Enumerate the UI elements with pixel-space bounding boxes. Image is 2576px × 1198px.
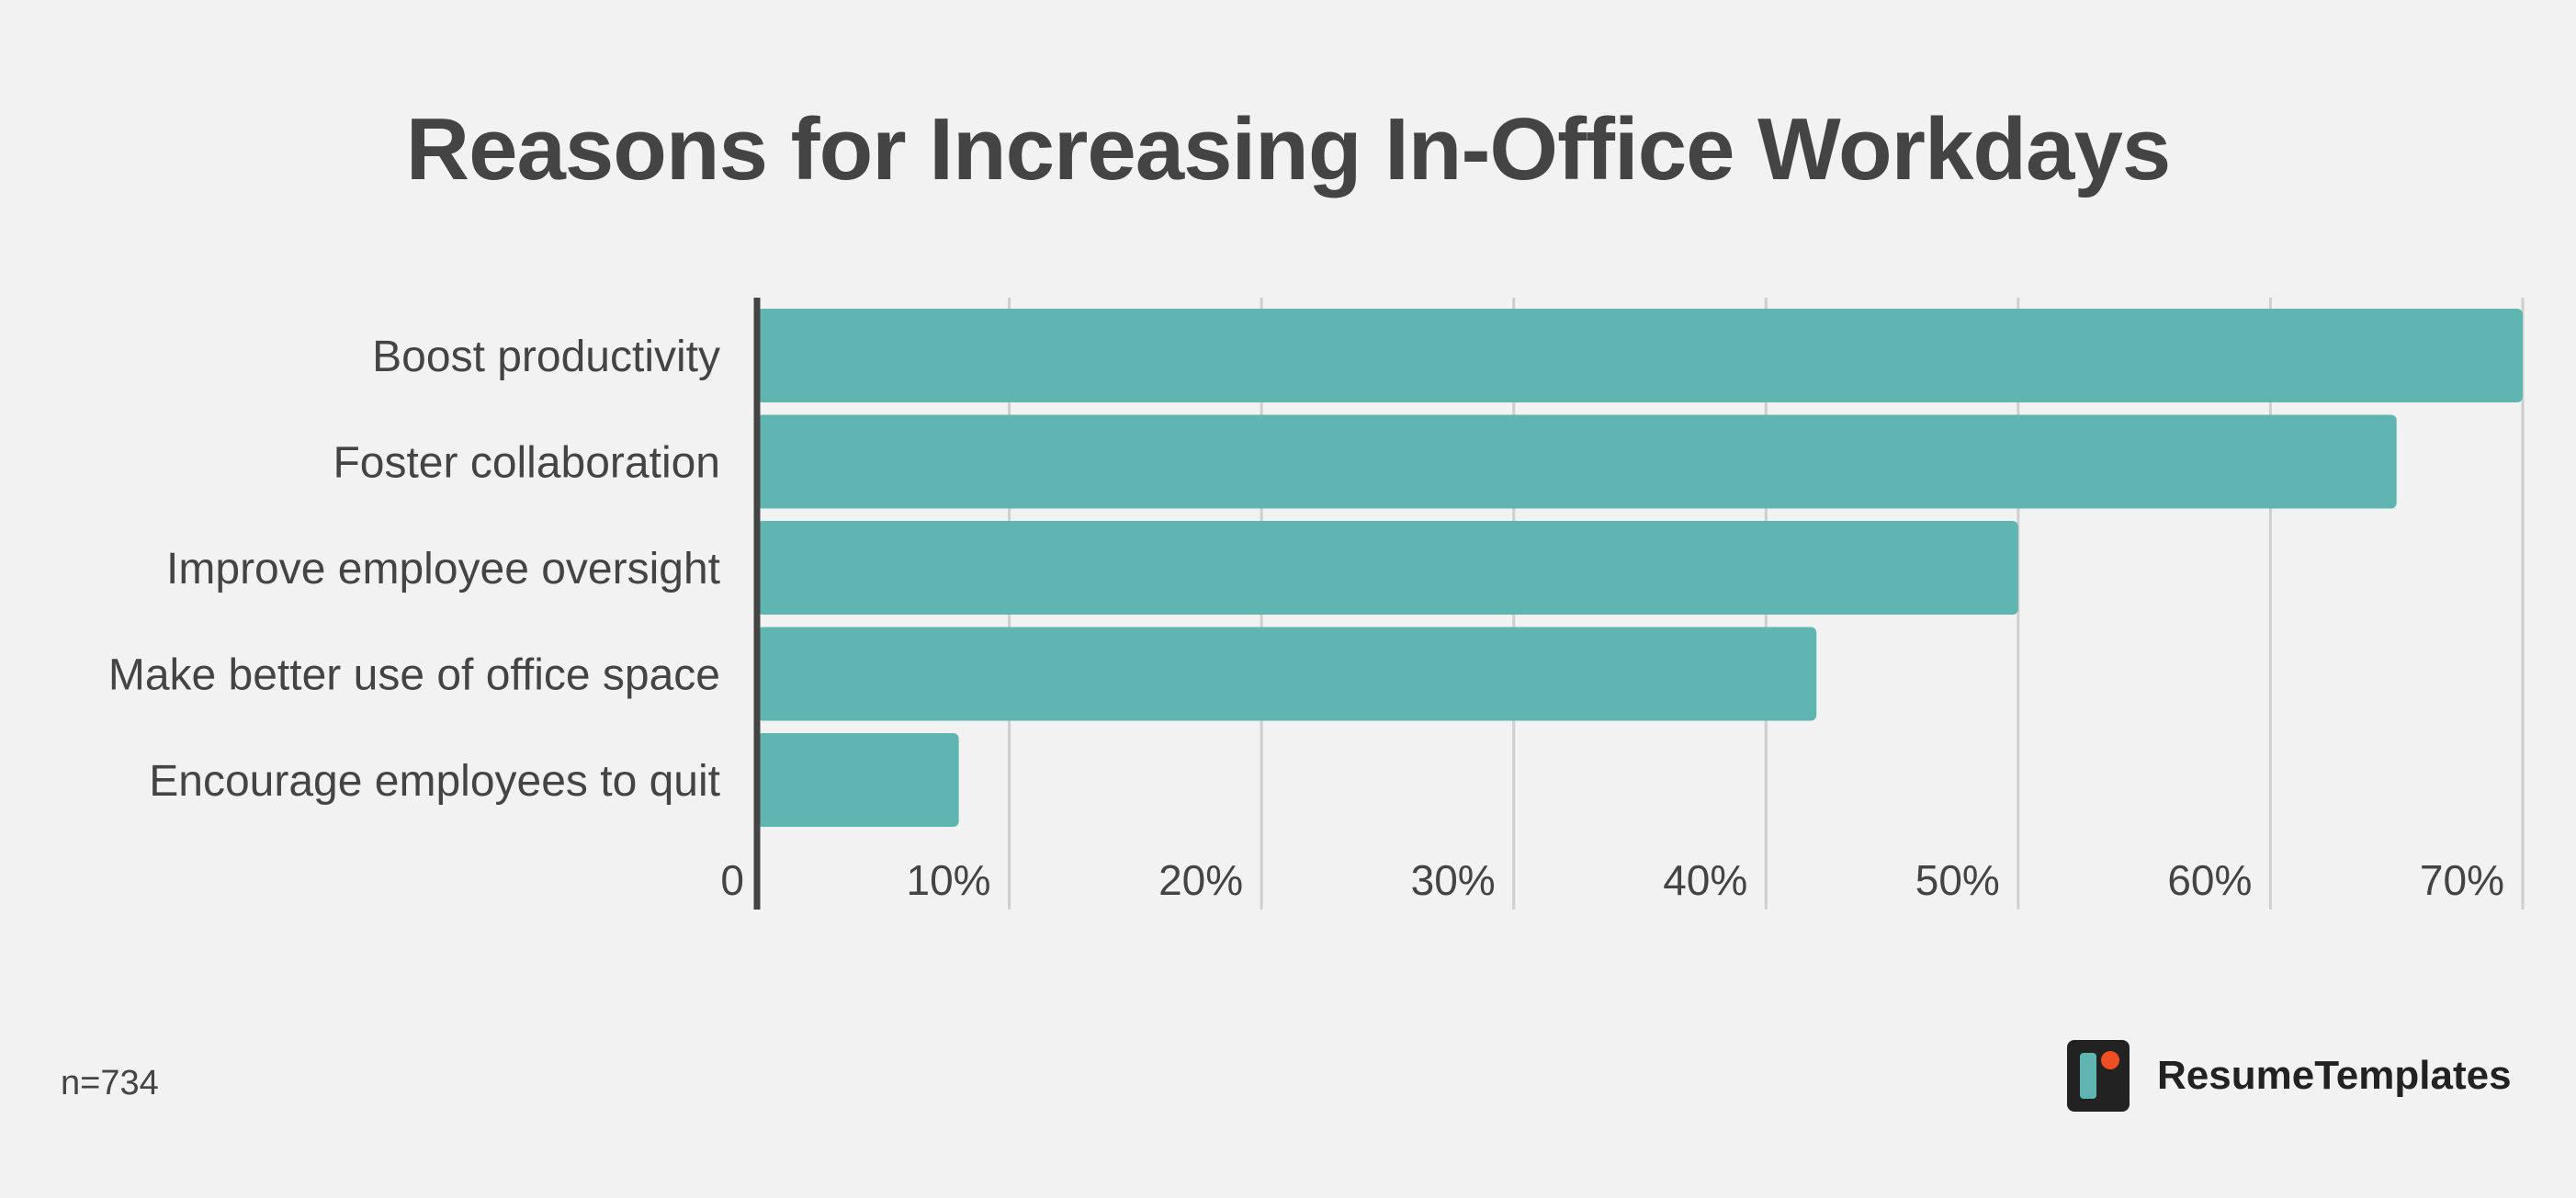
bar	[757, 414, 2397, 509]
category-label: Make better use of office space	[108, 651, 720, 700]
category-label: Boost productivity	[372, 333, 720, 381]
x-tick-label: 40%	[1663, 856, 1747, 904]
category-labels: Boost productivity Foster collaboration Im…	[108, 333, 720, 806]
sample-size-note: n=734	[61, 1064, 159, 1102]
resumetemplates-logo-icon	[2067, 1040, 2130, 1112]
bars	[757, 309, 2523, 827]
category-label: Improve employee oversight	[166, 545, 720, 593]
category-label: Foster collaboration	[333, 439, 720, 488]
bar	[757, 627, 1817, 721]
x-tick-label: 30%	[1411, 856, 1496, 904]
chart-title: Reasons for Increasing In-Office Workday…	[405, 100, 2171, 198]
bar	[757, 309, 2523, 402]
brand-name: ResumeTemplates	[2157, 1053, 2512, 1098]
x-tick-label: 10%	[906, 856, 990, 904]
category-label: Encourage employees to quit	[149, 757, 720, 806]
tick-labels: 0 10% 20% 30% 40% 50% 60% 70%	[720, 856, 2504, 904]
x-tick-label: 0	[720, 856, 744, 904]
x-tick-label: 60%	[2167, 856, 2252, 904]
brand: ResumeTemplates	[2067, 1040, 2512, 1112]
x-tick-label: 70%	[2420, 856, 2504, 904]
bar	[757, 733, 959, 827]
x-tick-label: 50%	[1915, 856, 2000, 904]
bar	[757, 521, 2018, 615]
x-tick-label: 20%	[1158, 856, 1243, 904]
